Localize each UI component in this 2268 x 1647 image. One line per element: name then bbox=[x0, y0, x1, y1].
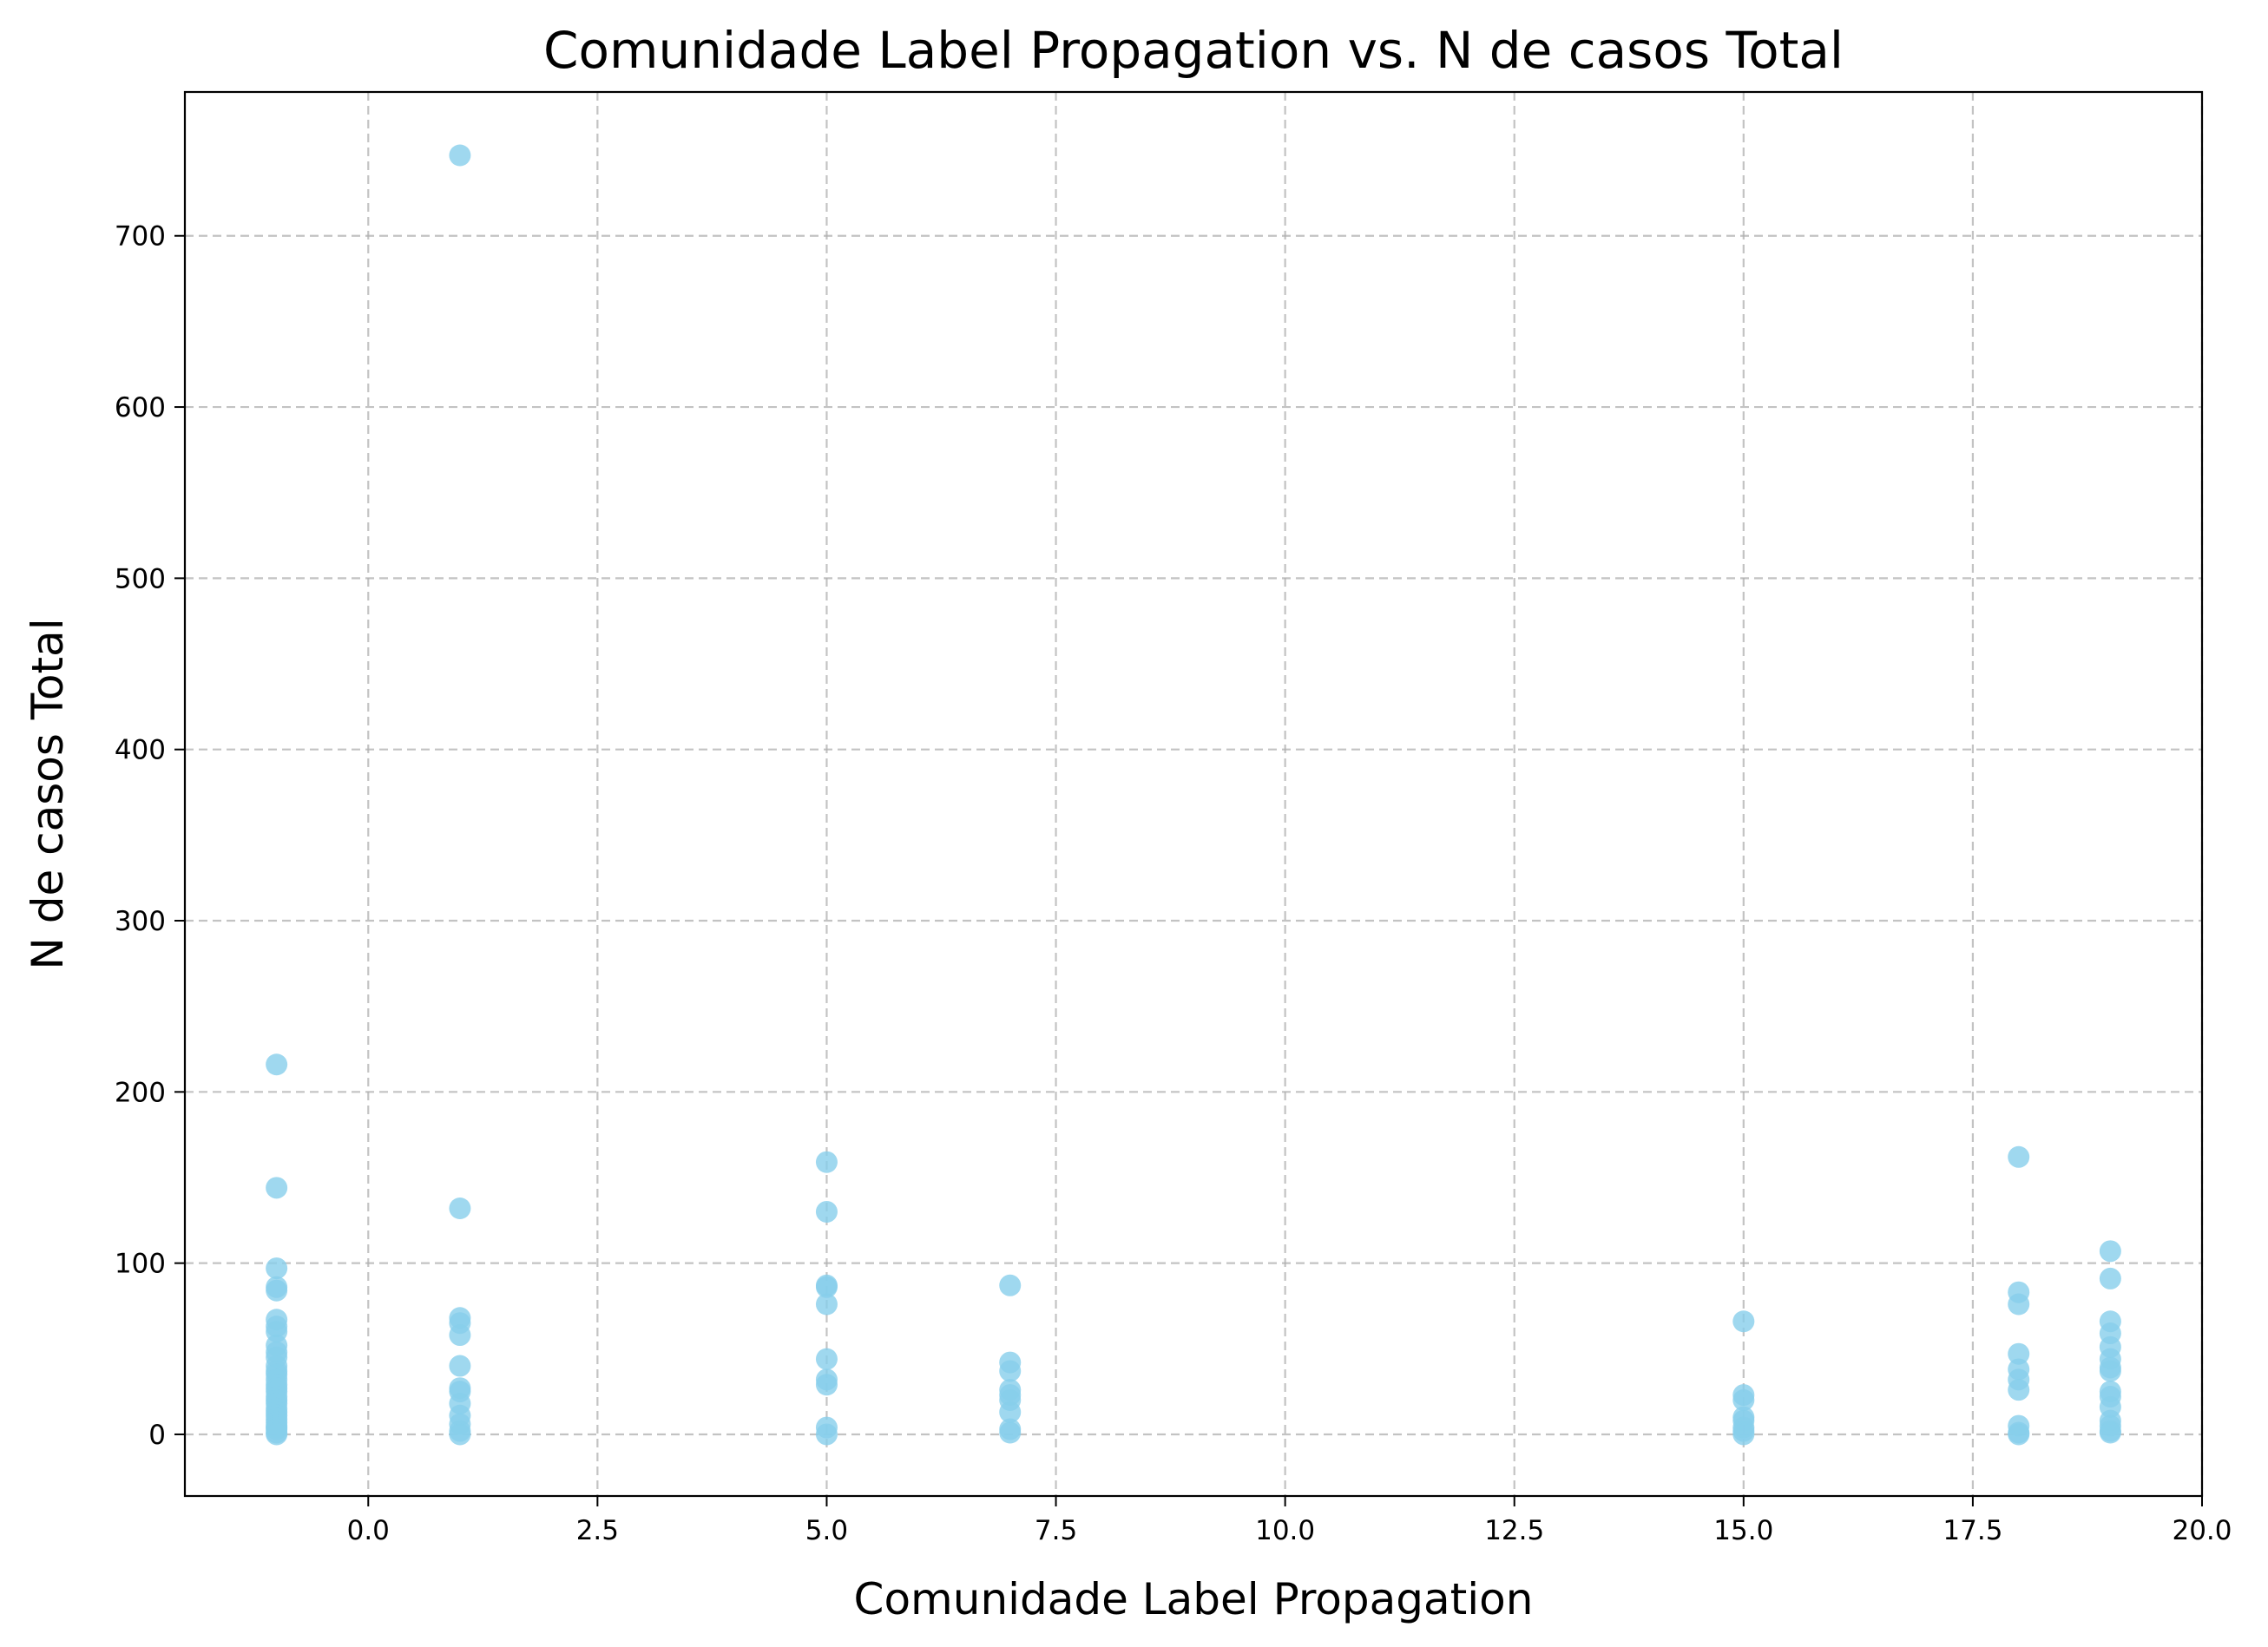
scatter-point bbox=[449, 1198, 471, 1220]
x-tick-label: 10.0 bbox=[1255, 1515, 1315, 1546]
y-tick-label: 300 bbox=[115, 906, 166, 937]
scatter-point bbox=[815, 1293, 838, 1316]
x-tick-label: 17.5 bbox=[1943, 1515, 2002, 1546]
scatter-point bbox=[266, 1423, 288, 1446]
scatter-point bbox=[2099, 1240, 2121, 1263]
y-tick-label: 400 bbox=[115, 735, 166, 766]
scatter-point bbox=[999, 1401, 1022, 1423]
scatter-point bbox=[449, 144, 471, 167]
scatter-point bbox=[815, 1200, 838, 1223]
scatter-point bbox=[1732, 1389, 1755, 1412]
y-tick-label: 500 bbox=[115, 563, 166, 594]
x-tick-label: 2.5 bbox=[576, 1515, 619, 1546]
scatter-point bbox=[999, 1274, 1022, 1296]
scatter-point bbox=[266, 1279, 288, 1302]
y-tick-label: 600 bbox=[115, 392, 166, 423]
x-tick-label: 15.0 bbox=[1713, 1515, 1773, 1546]
scatter-point bbox=[815, 1151, 838, 1173]
scatter-point bbox=[2099, 1360, 2121, 1382]
x-tick-label: 0.0 bbox=[347, 1515, 390, 1546]
scatter-point bbox=[2008, 1342, 2030, 1365]
plot-frame bbox=[183, 90, 2204, 1498]
scatter-point bbox=[999, 1421, 1022, 1444]
scatter-point bbox=[2008, 1145, 2030, 1168]
x-tick-label: 5.0 bbox=[805, 1515, 848, 1546]
data-points bbox=[266, 144, 2121, 1446]
scatter-point bbox=[815, 1276, 838, 1298]
y-tick-label: 200 bbox=[115, 1077, 166, 1108]
scatter-point bbox=[815, 1423, 838, 1446]
scatter-point bbox=[815, 1348, 838, 1370]
scatter-point bbox=[815, 1374, 838, 1396]
y-axis-label: N de casos Total bbox=[23, 618, 73, 969]
x-axis-label: Comunidade Label Propagation bbox=[854, 1574, 1534, 1624]
scatter-point bbox=[2008, 1379, 2030, 1401]
scatter-point bbox=[1732, 1310, 1755, 1333]
scatter-point bbox=[266, 1053, 288, 1076]
y-tick-label: 700 bbox=[115, 221, 166, 253]
x-tick-label: 12.5 bbox=[1484, 1515, 1544, 1546]
scatter-point bbox=[449, 1324, 471, 1347]
y-tick-label: 100 bbox=[115, 1249, 166, 1280]
scatter-point bbox=[266, 1177, 288, 1199]
scatter-point bbox=[449, 1355, 471, 1377]
scatter-point bbox=[449, 1423, 471, 1446]
x-tick-label: 20.0 bbox=[2172, 1515, 2232, 1546]
scatter-point bbox=[1732, 1423, 1755, 1446]
scatter-point bbox=[2008, 1423, 2030, 1446]
y-tick-label: 0 bbox=[148, 1420, 166, 1451]
ticks: 0.0 2.5 5.0 7.5 10.0 12.5 15.0 17.5 20.0 0 100 200 3… bbox=[115, 221, 2232, 1546]
scatter-point bbox=[2099, 1421, 2121, 1444]
scatter-point bbox=[2099, 1267, 2121, 1289]
scatter-point bbox=[266, 1257, 288, 1280]
chart-title: Comunidade Label Propagation vs. N de ca… bbox=[543, 21, 1844, 80]
x-tick-label: 7.5 bbox=[1035, 1515, 1077, 1546]
scatter-point bbox=[999, 1360, 1022, 1382]
scatter-point bbox=[2008, 1293, 2030, 1316]
